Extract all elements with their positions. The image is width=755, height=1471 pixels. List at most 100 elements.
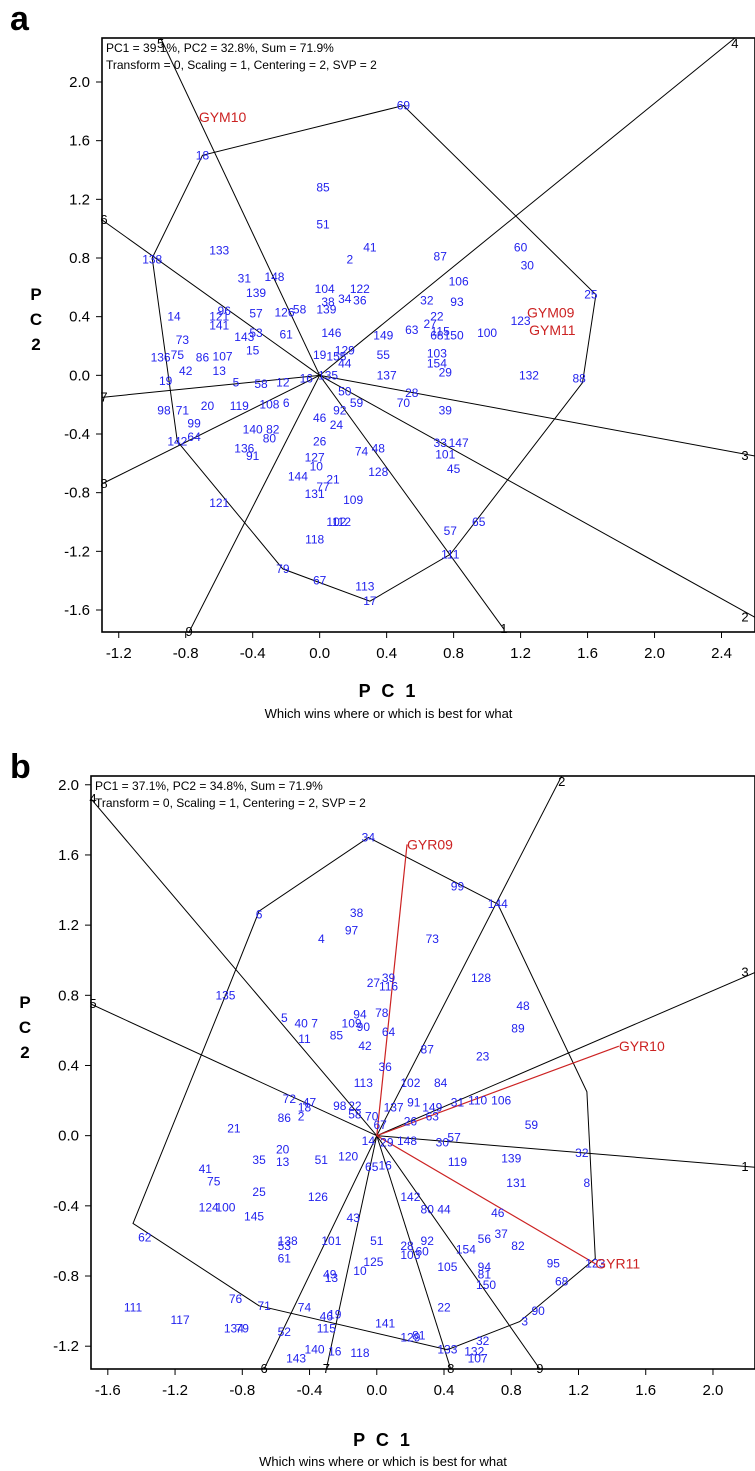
genotype-label: 131: [506, 1176, 526, 1190]
x-tick-label: -1.2: [106, 645, 132, 662]
sector-number: 3: [741, 964, 748, 979]
genotype-label: 84: [434, 1076, 448, 1090]
genotype-label: 89: [511, 1022, 525, 1036]
genotype-label: 137: [377, 368, 397, 382]
sector-line-4: [91, 798, 378, 1136]
genotype-label: 62: [138, 1230, 152, 1244]
genotype-label: 57: [447, 1130, 461, 1144]
genotype-label: 85: [316, 181, 330, 195]
genotype-label: 150: [444, 329, 464, 343]
sector-line-1: [376, 1135, 755, 1168]
genotype-label: 121: [209, 496, 229, 510]
y-tick-label: -1.2: [64, 543, 90, 560]
genotype-label: 46: [320, 1309, 334, 1323]
genotype-label: 85: [330, 1029, 344, 1043]
y-tick-label: 1.6: [69, 133, 90, 150]
genotype-label: 22: [437, 1301, 451, 1315]
genotype-label: 101: [321, 1234, 341, 1248]
genotype-label: 28: [400, 1239, 414, 1253]
y-tick-label: 0.8: [69, 250, 90, 267]
sector-line-4: [319, 38, 736, 376]
genotype-label: 118: [350, 1346, 369, 1360]
genotype-label: 80: [421, 1202, 435, 1216]
genotype-label: 81: [478, 1267, 492, 1281]
genotype-label: 99: [451, 880, 465, 894]
genotype-label: 48: [516, 999, 530, 1013]
x-tick-label: -0.8: [173, 645, 199, 662]
genotype-label: 18: [298, 1101, 312, 1115]
genotype-label: 134: [224, 1322, 244, 1336]
genotype-label: 51: [316, 217, 330, 231]
genotype-label: 53: [278, 1239, 292, 1253]
plot-frame: [101, 37, 755, 633]
genotype-label: 111: [441, 547, 460, 561]
genotype-label: 132: [519, 368, 539, 382]
genotype-label: 75: [171, 348, 185, 362]
genotype-label: 113: [354, 1076, 373, 1090]
genotype-label: 104: [315, 282, 335, 296]
genotype-label: 91: [407, 1095, 421, 1109]
genotype-label: 14: [362, 1134, 376, 1148]
sector-number: 7: [323, 1361, 330, 1376]
genotype-label: 63: [426, 1109, 440, 1123]
genotype-label: 127: [305, 450, 325, 464]
genotype-label: 4: [318, 932, 325, 946]
sector-number: 4: [731, 36, 738, 51]
genotype-label: 123: [585, 1257, 605, 1271]
genotype-label: 150: [476, 1278, 496, 1292]
genotype-label: 71: [257, 1299, 271, 1313]
genotype-label: 61: [279, 327, 293, 341]
genotype-label: 39: [439, 404, 453, 418]
genotype-label: 99: [187, 417, 201, 431]
genotype-label: 96: [218, 304, 232, 318]
genotype-label: 78: [375, 1006, 389, 1020]
biplot-caption: Which wins where or which is best for wh…: [259, 1454, 507, 1469]
genotype-label: 92: [421, 1234, 435, 1248]
x-axis-label: P C 1: [353, 1430, 413, 1450]
environment-vector: [376, 1045, 620, 1137]
sector-number: 1: [500, 621, 507, 636]
genotype-label: 48: [372, 442, 386, 456]
genotype-label: 20: [276, 1143, 290, 1157]
genotype-label: 58: [293, 302, 307, 316]
genotype-label: 110: [468, 1094, 487, 1108]
sector-number: 4: [89, 791, 96, 806]
genotype-label: 59: [525, 1118, 539, 1132]
genotype-label: 47: [303, 1095, 317, 1109]
environment-vector: [376, 1135, 596, 1265]
sector-number: 5: [89, 996, 96, 1011]
genotype-label: 141: [375, 1316, 395, 1330]
x-tick-label: -1.6: [95, 1382, 121, 1399]
genotype-label: 100: [477, 326, 497, 340]
genotype-label: 87: [421, 1043, 435, 1057]
genotype-label: 113: [355, 580, 374, 594]
genotype-label: 21: [326, 472, 340, 486]
genotype-label: 106: [449, 274, 469, 288]
genotype-label: 5: [281, 1011, 288, 1025]
sector-line-6: [263, 1135, 378, 1369]
y-tick-label: -0.8: [53, 1268, 79, 1285]
genotype-label: 31: [238, 272, 252, 286]
genotype-label: 139: [501, 1151, 521, 1165]
genotype-label: 141: [209, 318, 229, 332]
genotype-label: 35: [252, 1153, 266, 1167]
x-tick-label: 1.6: [635, 1382, 656, 1399]
stats-header-line1: PC1 = 37.1%, PC2 = 34.8%, Sum = 71.9%: [95, 779, 323, 793]
genotype-label: 109: [342, 1016, 362, 1030]
genotype-label: 28: [405, 386, 419, 400]
genotype-label: 93: [450, 295, 464, 309]
genotype-label: 38: [321, 295, 335, 309]
genotype-label: 15: [246, 343, 260, 357]
sector-number: 6: [261, 1361, 268, 1376]
genotype-label: 126: [274, 305, 294, 319]
y-tick-label: 0.4: [69, 309, 90, 326]
genotype-label: 119: [448, 1155, 467, 1169]
genotype-label: 88: [573, 371, 587, 385]
genotype-label: 13: [276, 1155, 290, 1169]
genotype-label: 29: [380, 1136, 394, 1150]
sector-number: 5: [157, 36, 164, 51]
y-axis-label-char: C: [19, 1018, 31, 1037]
genotype-label: 142: [400, 1190, 420, 1204]
genotype-label: 57: [444, 524, 458, 538]
genotype-label: 71: [176, 404, 190, 418]
